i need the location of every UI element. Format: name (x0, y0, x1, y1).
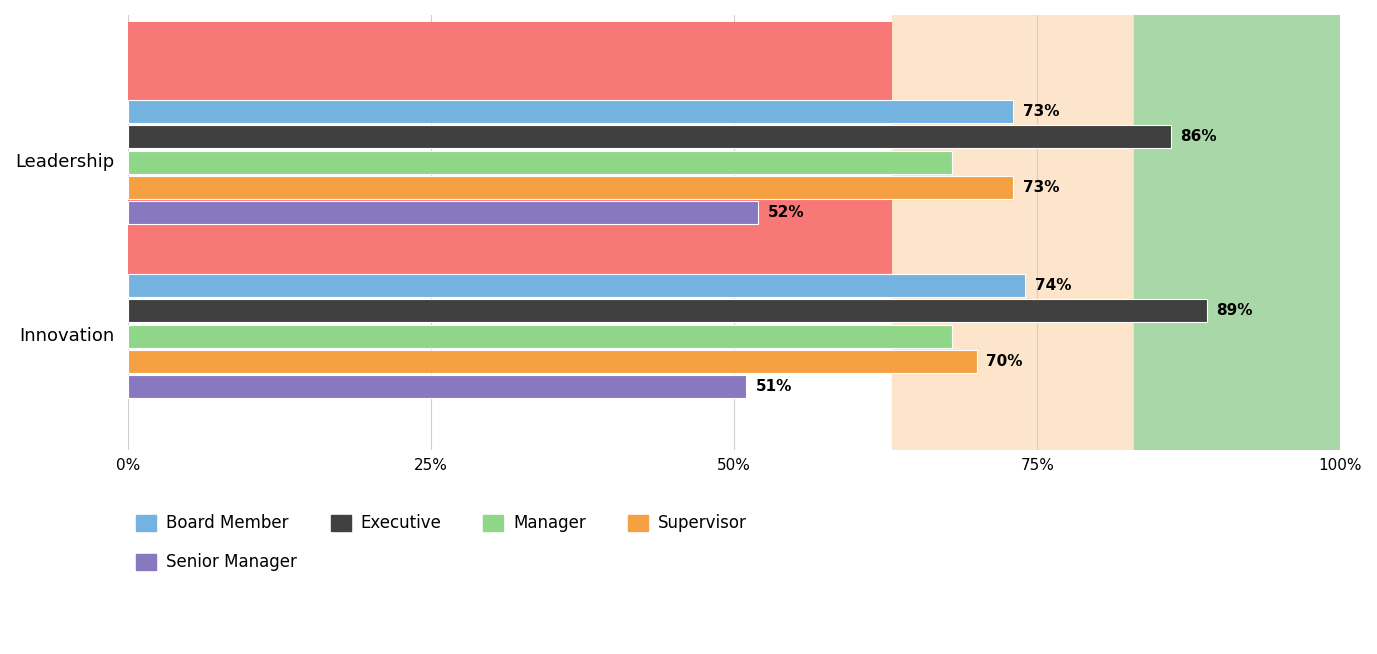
Text: 52%: 52% (768, 205, 804, 220)
Bar (128, 22, 892, 114)
Bar (1135, 15, 1340, 449)
Bar (128, 274, 1024, 297)
Text: 74%: 74% (1034, 278, 1071, 293)
Bar (128, 375, 746, 398)
Bar (128, 100, 1013, 123)
Bar (128, 201, 759, 224)
Bar (128, 324, 953, 347)
Text: 73%: 73% (1023, 104, 1059, 119)
Bar (128, 126, 1170, 148)
Text: 86%: 86% (1180, 129, 1217, 145)
Bar (128, 196, 892, 288)
Text: 73%: 73% (1023, 180, 1059, 195)
Text: 89%: 89% (1217, 303, 1253, 318)
Bar (128, 176, 1013, 199)
Text: 51%: 51% (756, 379, 792, 394)
Bar (128, 300, 1206, 322)
Legend: Senior Manager: Senior Manager (136, 553, 297, 572)
Text: 70%: 70% (986, 354, 1023, 369)
Bar (892, 15, 1135, 449)
Bar (128, 151, 953, 174)
Bar (128, 350, 976, 373)
